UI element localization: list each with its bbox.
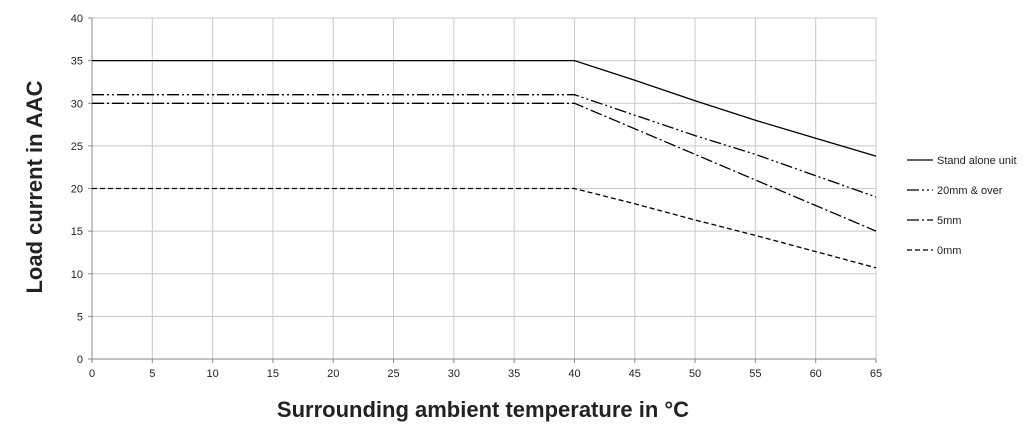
- y-tick-label: 35: [71, 56, 83, 68]
- x-tick-label: 50: [689, 368, 701, 380]
- x-tick-label: 5: [149, 368, 155, 380]
- series-line-3: [92, 102, 877, 232]
- x-tick-label: 60: [810, 368, 822, 380]
- legend-label-4: 0mm: [937, 245, 961, 257]
- legend-label-3: 5mm: [937, 215, 961, 227]
- grid: [91, 17, 877, 360]
- legend-label-2: 20mm & over: [937, 185, 1003, 197]
- legend: Stand alone unit 20mm & over 5mm 0mm: [907, 155, 1017, 257]
- x-tick-label: 55: [749, 368, 761, 380]
- x-tick-label: 30: [448, 368, 460, 380]
- y-tick-label: 5: [77, 311, 83, 323]
- x-tick-label: 10: [206, 368, 218, 380]
- series-lines: [92, 59, 877, 269]
- series-line-2: [92, 94, 877, 198]
- x-tick-label: 20: [327, 368, 339, 380]
- y-axis-title: Load current in AAC: [22, 80, 47, 293]
- y-tick-label: 10: [71, 269, 83, 281]
- legend-label-1: Stand alone unit: [937, 155, 1017, 167]
- x-tick-label: 65: [870, 368, 882, 380]
- x-tick-label: 15: [267, 368, 279, 380]
- series-line-1: [92, 59, 877, 157]
- x-axis-title: Surrounding ambient temperature in °C: [277, 397, 689, 422]
- axes: 0 5 10 15 20 25 30 35 40 45 50 55 60 65 0 5 10 15 20 25 30 35…: [71, 13, 882, 380]
- y-tick-label: 20: [71, 184, 83, 196]
- y-tick-label: 15: [71, 226, 83, 238]
- x-tick-label: 25: [387, 368, 399, 380]
- y-tick-label: 40: [71, 13, 83, 25]
- y-tick-label: 0: [77, 354, 83, 366]
- y-tick-label: 25: [71, 141, 83, 153]
- x-tick-label: 0: [89, 368, 95, 380]
- y-tick-label: 30: [71, 98, 83, 110]
- x-tick-label: 35: [508, 368, 520, 380]
- x-tick-label: 40: [568, 368, 580, 380]
- series-line-4: [92, 187, 877, 269]
- x-tick-label: 45: [629, 368, 641, 380]
